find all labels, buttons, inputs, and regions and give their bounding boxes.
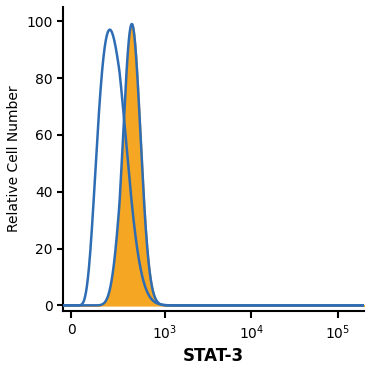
X-axis label: STAT-3: STAT-3 — [183, 347, 244, 365]
Y-axis label: Relative Cell Number: Relative Cell Number — [7, 86, 21, 232]
